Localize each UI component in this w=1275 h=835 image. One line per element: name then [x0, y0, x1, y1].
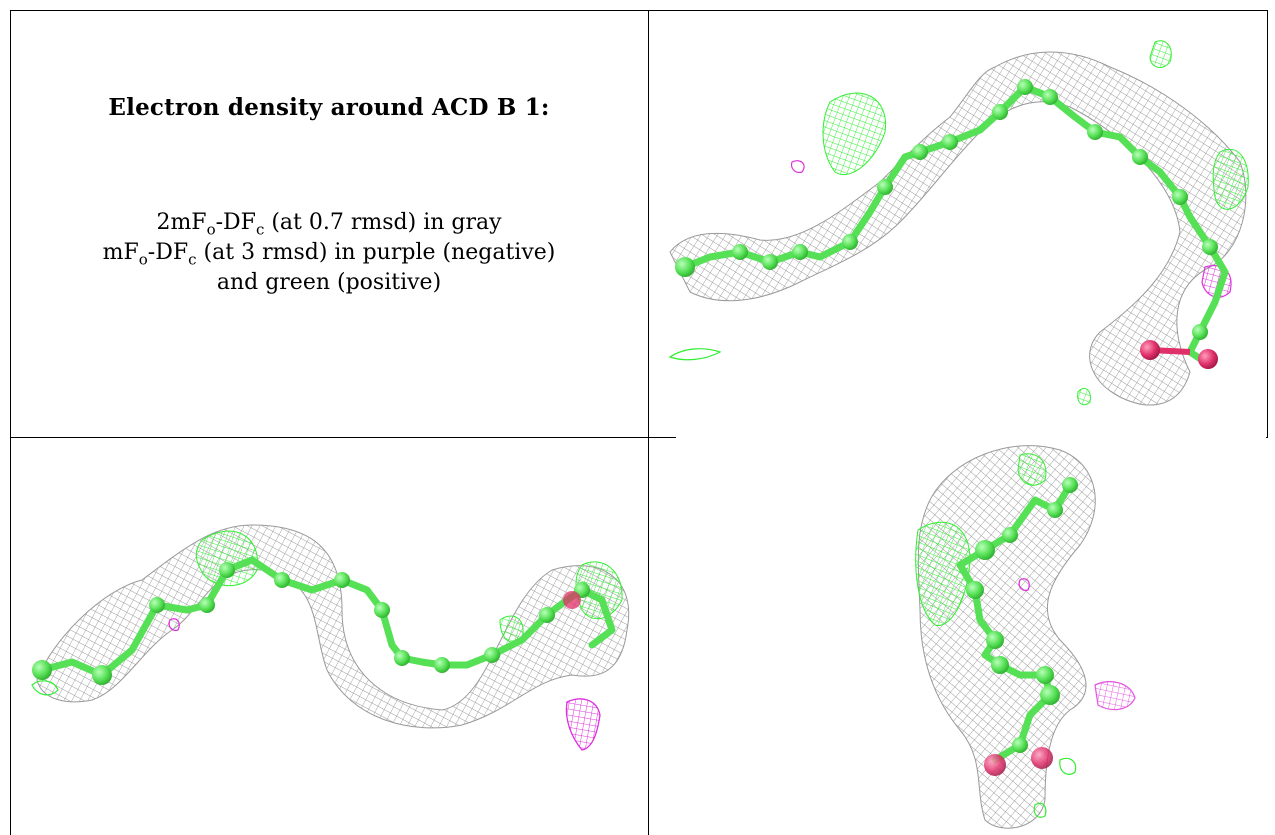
positive-density-mesh — [1059, 757, 1077, 775]
negative-density-mesh — [168, 618, 180, 632]
frame-left-border — [10, 10, 11, 835]
positive-density-mesh — [1077, 387, 1091, 406]
frame-center-divider — [648, 10, 649, 835]
caption-line-mfo-dfc: mFo-DFc (at 3 rmsd) in purple (negative) — [10, 238, 648, 268]
frame-right-border-top — [1267, 10, 1268, 438]
positive-density-mesh — [822, 92, 887, 176]
caption-line1-pre: 2mF — [156, 210, 207, 235]
positive-density-mesh — [195, 530, 259, 587]
frame-top-border — [10, 10, 1268, 11]
caption-line2-sub-o: o — [138, 250, 148, 269]
oxygen-atoms — [1140, 340, 1218, 369]
positive-density-mesh — [1149, 40, 1172, 68]
caption-line-colors: and green (positive) — [216, 270, 442, 295]
caption-line2-pre: mF — [102, 240, 139, 265]
carbon-atoms — [675, 79, 1218, 340]
frame-row-divider-mid — [620, 437, 676, 438]
caption-line1-sub-c: c — [255, 220, 265, 239]
caption-line2-post: (at 3 rmsd) in purple (negative) — [196, 240, 556, 265]
positive-density-mesh — [668, 348, 722, 361]
caption-line-2mfo-dfc: 2mFo-DFc (at 0.7 rmsd) in gray — [10, 208, 648, 238]
positive-density-mesh — [1033, 802, 1047, 818]
oxygen-atom — [563, 591, 581, 609]
caption-line2-sub-c: c — [188, 250, 197, 269]
frame-row-divider-tick — [1266, 437, 1268, 438]
negative-density-mesh — [790, 160, 805, 173]
caption-line1-sub-o: o — [206, 220, 216, 239]
density-view-bottom-left-svg — [31, 524, 630, 751]
negative-density-mesh — [1018, 578, 1030, 592]
positive-density-mesh — [915, 521, 971, 626]
caption-cell: Electron density around ACD B 1: 2mFo-DF… — [10, 10, 648, 438]
gray-density-mesh — [917, 445, 1096, 829]
caption-line1-mid: -DF — [215, 210, 256, 235]
density-view-bottom-right-svg — [915, 445, 1136, 829]
caption-line2-mid: -DF — [147, 240, 189, 265]
density-view-top-right — [650, 12, 1265, 436]
gray-density-mesh — [36, 524, 630, 729]
density-view-bottom-left — [12, 440, 646, 835]
negative-density-mesh — [565, 698, 601, 751]
positive-density-mesh — [1017, 453, 1047, 486]
frame-row-divider-left — [10, 437, 620, 438]
density-view-bottom-right — [650, 440, 1265, 835]
positive-density-mesh — [31, 680, 59, 696]
positive-density-mesh — [1212, 149, 1249, 210]
oxygen-atoms — [984, 747, 1053, 776]
caption-body: 2mFo-DFc (at 0.7 rmsd) in gray mFo-DFc (… — [10, 208, 648, 298]
carbon-atoms — [32, 562, 590, 685]
gray-density-mesh — [669, 51, 1247, 406]
caption-line1-post: (at 0.7 rmsd) in gray — [264, 210, 502, 235]
density-view-top-right-svg — [668, 40, 1249, 406]
negative-density-mesh — [1094, 681, 1136, 711]
molecule-bonds — [977, 82, 1052, 133]
caption-title: Electron density around ACD B 1: — [108, 94, 550, 121]
carbon-atoms — [966, 477, 1078, 753]
